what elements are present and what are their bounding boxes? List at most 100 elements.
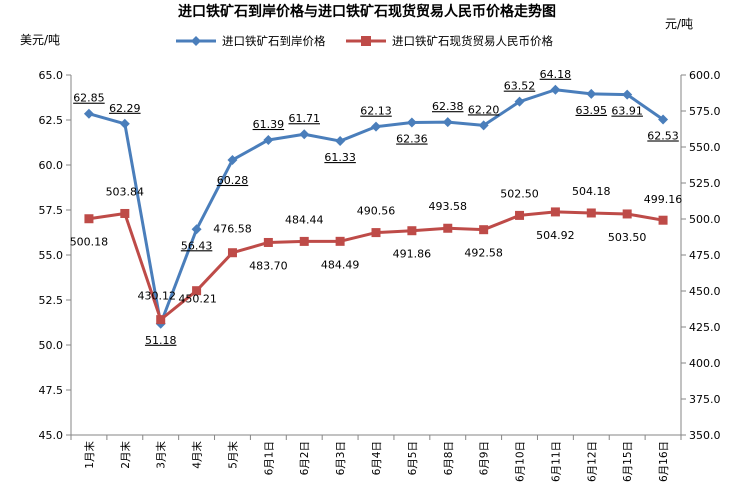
series-2-point [227, 248, 237, 258]
data-label-series-1: 64.18 [540, 68, 572, 81]
legend-label-1: 进口铁矿石到岸价格 [222, 34, 326, 48]
legend-marker-2 [361, 36, 371, 46]
series-2-point [479, 225, 489, 235]
series-2-point [335, 236, 345, 246]
right-tick-label: 400.0 [689, 357, 721, 370]
x-tick-label: 6月4日 [371, 441, 383, 475]
series-1-point [550, 84, 561, 95]
right-tick-label: 500.0 [689, 213, 721, 226]
chart-title: 进口铁矿石到岸价格与进口铁矿石现货贸易人民币价格走势图 [178, 3, 556, 20]
x-tick-label: 3月末 [155, 441, 168, 469]
right-tick-label: 600.0 [689, 69, 721, 82]
data-label-series-2: 502.50 [500, 187, 539, 200]
right-axis-unit: 元/吨 [665, 17, 693, 31]
data-label-series-1: 62.36 [396, 133, 428, 146]
series-2-point [515, 210, 525, 220]
data-label-series-2: 491.86 [393, 248, 432, 261]
legend: 进口铁矿石到岸价格 进口铁矿石现货贸易人民币价格 [176, 34, 553, 48]
data-label-series-2: 493.58 [429, 200, 468, 213]
x-tick-label: 6月1日 [263, 441, 275, 475]
x-tick-label: 2月末 [119, 441, 132, 469]
right-tick-label: 475.0 [689, 249, 721, 262]
x-tick-label: 6月11日 [550, 441, 562, 482]
series-2-point [156, 315, 166, 325]
left-tick-label: 45.0 [39, 429, 64, 442]
left-tick-label: 50.0 [39, 339, 64, 352]
series-1-point [478, 120, 489, 131]
series-1-point [514, 96, 525, 107]
series-2-point [586, 208, 596, 218]
x-tick-label: 6月5日 [407, 441, 419, 475]
data-label-series-2: 503.84 [106, 185, 145, 198]
data-labels: 62.85 62.29 51.18 56.43 60.28 61.39 61.71 61.33… [70, 68, 683, 347]
x-tick-label: 6月3日 [335, 441, 347, 475]
data-label-series-1: 63.52 [504, 80, 536, 93]
data-label-series-1: 63.91 [611, 105, 643, 118]
data-label-series-1: 62.13 [360, 105, 392, 118]
data-label-series-2: 484.49 [321, 258, 360, 271]
x-tick-label: 4月末 [191, 441, 204, 469]
data-label-series-2: 490.56 [357, 205, 396, 218]
left-axis-unit: 美元/吨 [20, 33, 60, 47]
series-line-2 [88, 210, 664, 322]
legend-item-2: 进口铁矿石现货贸易人民币价格 [346, 34, 553, 48]
series-2-point [443, 223, 453, 233]
series-2-point [658, 215, 668, 225]
series-1-point [191, 224, 202, 235]
series-1-point [442, 117, 453, 128]
data-label-series-1: 61.33 [324, 151, 356, 164]
data-label-series-2: 476.58 [213, 223, 252, 236]
left-tick-label: 57.5 [39, 204, 64, 217]
series-1-point [406, 117, 417, 128]
data-label-series-1: 60.28 [217, 174, 249, 187]
data-label-series-2: 499.16 [644, 193, 683, 206]
series-2-point [407, 226, 417, 236]
data-label-series-1: 62.29 [109, 102, 141, 115]
x-tick-label: 6月12日 [586, 441, 598, 482]
data-label-series-2: 492.58 [464, 247, 503, 260]
series-1-point [227, 154, 238, 165]
data-label-series-2: 504.18 [572, 185, 611, 198]
left-tick-label: 47.5 [39, 384, 64, 397]
right-tick-label: 375.0 [689, 393, 721, 406]
x-tick-label: 6月8日 [443, 441, 455, 475]
series-2-point [371, 228, 381, 238]
series-1-point [335, 136, 346, 147]
left-tick-label: 52.5 [39, 294, 64, 307]
data-label-series-2: 430.12 [137, 290, 176, 303]
series-1-point [299, 129, 310, 140]
data-label-series-1: 63.95 [576, 104, 608, 117]
series-2-point [84, 214, 94, 224]
legend-marker-1 [191, 36, 201, 46]
x-tick-label: 6月16日 [658, 441, 670, 482]
series-markers [83, 84, 669, 329]
left-tick-label: 55.0 [39, 249, 64, 262]
series-2-point [299, 236, 309, 246]
right-tick-label: 350.0 [689, 429, 721, 442]
series-1-point [586, 88, 597, 99]
data-label-series-1: 62.85 [73, 92, 105, 105]
series-2-point [550, 207, 560, 217]
right-tick-label: 425.0 [689, 321, 721, 334]
data-label-series-1: 61.39 [253, 118, 285, 131]
axes: 45.0 47.5 50.0 52.5 55.0 57.5 60.0 62.5 65.0 350.… [39, 69, 721, 482]
x-tick-label: 5月末 [226, 441, 239, 469]
data-label-series-2: 450.21 [178, 293, 217, 306]
data-label-series-2: 483.70 [249, 259, 288, 272]
series-2-point [120, 208, 130, 218]
right-tick-label: 525.0 [689, 177, 721, 190]
series-1-point [371, 121, 381, 132]
series-1-point [622, 89, 633, 100]
series-1-point [119, 118, 130, 129]
data-label-series-2: 503.50 [608, 231, 647, 244]
data-label-series-1: 56.43 [181, 239, 213, 252]
data-label-series-1: 62.20 [468, 103, 500, 116]
series-1-point [658, 114, 669, 125]
data-label-series-2: 484.44 [285, 213, 324, 226]
data-label-series-1: 51.18 [145, 334, 177, 347]
x-tick-label: 6月15日 [622, 441, 634, 482]
left-tick-label: 62.5 [39, 114, 64, 127]
series-2-point [263, 237, 273, 247]
legend-item-1: 进口铁矿石到岸价格 [176, 34, 326, 48]
